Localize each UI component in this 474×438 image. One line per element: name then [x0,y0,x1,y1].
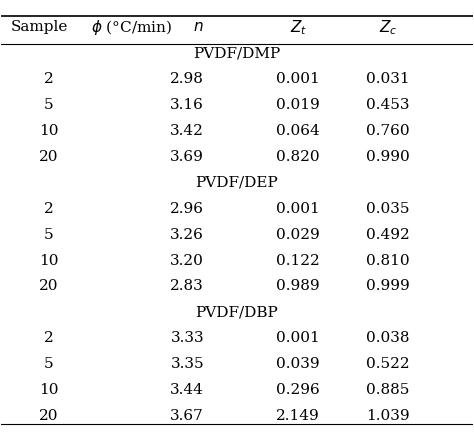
Text: 10: 10 [39,124,58,138]
Text: 2.98: 2.98 [170,72,204,86]
Text: 2.83: 2.83 [170,279,204,293]
Text: 0.296: 0.296 [276,382,320,396]
Text: $Z_c$: $Z_c$ [379,18,397,37]
Text: 0.989: 0.989 [276,279,320,293]
Text: 0.999: 0.999 [366,279,410,293]
Text: 0.031: 0.031 [366,72,410,86]
Text: 1.039: 1.039 [366,408,410,422]
Text: 2: 2 [44,201,54,215]
Text: 2: 2 [44,72,54,86]
Text: Sample: Sample [11,21,68,34]
Text: 5: 5 [44,357,53,370]
Text: 0.810: 0.810 [366,253,410,267]
Text: 20: 20 [39,279,58,293]
Text: 3.33: 3.33 [170,331,204,344]
Text: 0.820: 0.820 [276,150,320,163]
Text: 0.029: 0.029 [276,227,320,241]
Text: 0.122: 0.122 [276,253,320,267]
Text: 10: 10 [39,382,58,396]
Text: 3.16: 3.16 [170,98,204,112]
Text: 0.492: 0.492 [366,227,410,241]
Text: 3.44: 3.44 [170,382,204,396]
Text: 5: 5 [44,98,53,112]
Text: 0.760: 0.760 [366,124,410,138]
Text: 0.001: 0.001 [276,331,320,344]
Text: 0.522: 0.522 [366,357,410,370]
Text: 3.35: 3.35 [170,357,204,370]
Text: 10: 10 [39,253,58,267]
Text: 5: 5 [44,227,53,241]
Text: 20: 20 [39,150,58,163]
Text: PVDF/DBP: PVDF/DBP [196,305,278,318]
Text: $n$: $n$ [193,21,204,34]
Text: 0.039: 0.039 [276,357,320,370]
Text: 3.69: 3.69 [170,150,204,163]
Text: $Z_t$: $Z_t$ [290,18,307,37]
Text: 0.453: 0.453 [366,98,410,112]
Text: 0.019: 0.019 [276,98,320,112]
Text: $\phi$ (°C/min): $\phi$ (°C/min) [91,18,172,37]
Text: PVDF/DMP: PVDF/DMP [193,46,281,60]
Text: 0.001: 0.001 [276,72,320,86]
Text: 0.990: 0.990 [366,150,410,163]
Text: 2.96: 2.96 [170,201,204,215]
Text: 3.20: 3.20 [170,253,204,267]
Text: 0.064: 0.064 [276,124,320,138]
Text: 3.67: 3.67 [170,408,204,422]
Text: 0.035: 0.035 [366,201,410,215]
Text: 2.149: 2.149 [276,408,320,422]
Text: 0.038: 0.038 [366,331,410,344]
Text: 2: 2 [44,331,54,344]
Text: 0.885: 0.885 [366,382,410,396]
Text: 20: 20 [39,408,58,422]
Text: PVDF/DEP: PVDF/DEP [196,176,278,189]
Text: 3.26: 3.26 [170,227,204,241]
Text: 3.42: 3.42 [170,124,204,138]
Text: 0.001: 0.001 [276,201,320,215]
